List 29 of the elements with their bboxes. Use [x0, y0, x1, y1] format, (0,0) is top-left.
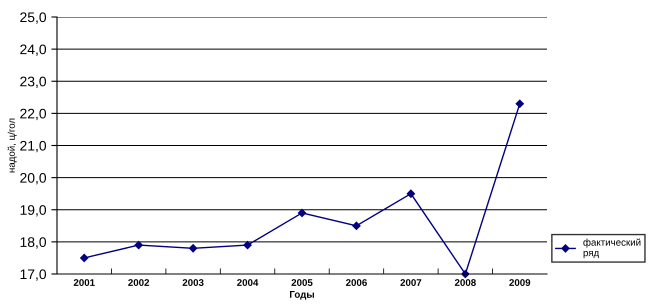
y-tick-label: 25,0: [20, 12, 46, 24]
point: [243, 240, 252, 250]
x-axis-title: Годы: [290, 291, 314, 300]
y-tick-label: 17,0: [20, 269, 46, 281]
y-tick-label: 19,0: [20, 205, 46, 217]
y-tick-label: 22,0: [20, 108, 46, 120]
x-tick-label: 2007: [400, 279, 422, 286]
y-axis-title: надой, ц/гол: [8, 118, 17, 172]
x-tick-label: 2006: [346, 279, 367, 286]
x-tick-label: 2001: [74, 279, 95, 286]
y-tick-label: 18,0: [20, 237, 46, 249]
y-tick-label: 23,0: [20, 76, 46, 88]
x-tick-label: 2002: [128, 279, 150, 286]
x-tick-label: 2004: [237, 279, 258, 286]
legend-label: фактический ряд: [583, 238, 640, 258]
point: [298, 208, 306, 218]
y-tick-label: 20,0: [20, 172, 46, 184]
x-tick-label: 2008: [454, 279, 476, 286]
x-tick-label: 2009: [509, 279, 530, 286]
point: [134, 240, 143, 250]
point: [516, 100, 524, 108]
x-tick-label: 2005: [292, 279, 313, 286]
point: [80, 254, 88, 262]
x-tick-label: 2003: [182, 279, 204, 286]
y-tick-label: 24,0: [20, 44, 46, 56]
point: [188, 244, 198, 252]
y-tick-label: 21,0: [20, 140, 46, 152]
point: [352, 222, 361, 230]
point: [406, 190, 416, 198]
